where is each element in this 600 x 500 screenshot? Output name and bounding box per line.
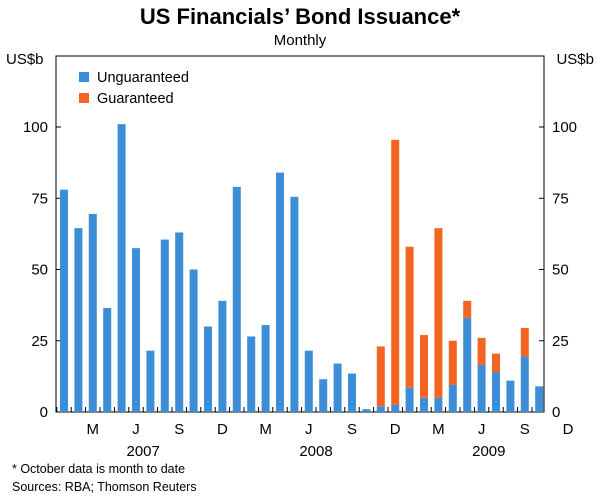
- bar-unguaranteed-2009-06: [477, 364, 486, 412]
- x-tick-label: D: [390, 421, 401, 438]
- legend-swatch-guaranteed: [79, 93, 89, 103]
- bar-guaranteed-2008-11: [376, 346, 385, 407]
- bar-guaranteed-2009-04: [448, 340, 457, 385]
- y-axis-unit-right: US$b: [556, 51, 594, 68]
- y-tick-label-right: 100: [552, 119, 577, 136]
- bar-unguaranteed-2007-08: [160, 239, 169, 412]
- chart-subtitle: Monthly: [273, 32, 327, 49]
- y-tick-label-right: 50: [552, 262, 569, 279]
- bar-unguaranteed-2009-05: [463, 317, 472, 412]
- y-tick-label-left: 75: [31, 190, 48, 207]
- y-tick-label-left: 100: [23, 119, 48, 136]
- bar-guaranteed-2009-05: [463, 300, 472, 318]
- x-tick-label: J: [305, 421, 313, 438]
- x-year-label: 2007: [127, 443, 160, 460]
- x-tick-label: J: [132, 421, 140, 438]
- plot-frame: [55, 55, 545, 413]
- y-tick-label-right: 25: [552, 333, 569, 350]
- x-tick-label: D: [217, 421, 228, 438]
- bar-unguaranteed-2008-08: [333, 363, 342, 412]
- bar-unguaranteed-2009-02: [420, 397, 428, 412]
- bar-unguaranteed-2009-10: [535, 386, 544, 412]
- bar-unguaranteed-2009-03: [434, 397, 443, 412]
- bar-guaranteed-2008-12: [391, 139, 400, 405]
- x-tick-label: M: [87, 421, 100, 438]
- legend-swatch-unguaranteed: [79, 72, 89, 82]
- bar-unguaranteed-2009-08: [506, 380, 515, 412]
- x-tick-label: M: [259, 421, 272, 438]
- bar-guaranteed-2009-02: [420, 335, 428, 398]
- bar-guaranteed-2009-06: [477, 337, 486, 365]
- bar-unguaranteed-2008-01: [232, 186, 241, 412]
- bar-unguaranteed-2007-12: [218, 300, 227, 412]
- bar-guaranteed-2009-07: [492, 353, 500, 373]
- x-tick-label: S: [520, 421, 530, 438]
- bar-unguaranteed-2007-04: [103, 307, 112, 412]
- bar-unguaranteed-2007-02: [74, 228, 83, 412]
- x-tick-label: D: [563, 421, 574, 438]
- x-tick-label: S: [174, 421, 184, 438]
- bar-unguaranteed-2009-09: [520, 356, 529, 412]
- bar-unguaranteed-2009-01: [405, 387, 414, 412]
- footnote: * October data is month to date: [12, 462, 186, 476]
- bar-unguaranteed-2008-06: [304, 350, 313, 412]
- bar-unguaranteed-2008-03: [261, 325, 270, 412]
- bar-unguaranteed-2008-02: [247, 336, 256, 412]
- y-tick-label-left: 50: [31, 262, 48, 279]
- x-tick-label: J: [478, 421, 486, 438]
- bar-unguaranteed-2007-03: [88, 213, 97, 412]
- bar-unguaranteed-2007-06: [132, 248, 140, 412]
- y-tick-label-left: 0: [40, 404, 48, 421]
- legend-label-unguaranteed: Unguaranteed: [97, 70, 189, 86]
- bar-unguaranteed-2007-09: [175, 232, 184, 412]
- bar-unguaranteed-2008-07: [319, 379, 328, 412]
- bar-guaranteed-2009-01: [405, 246, 414, 388]
- bar-unguaranteed-2008-04: [276, 172, 284, 412]
- bar-unguaranteed-2007-07: [146, 350, 155, 412]
- bar-guaranteed-2009-09: [520, 327, 529, 357]
- bar-unguaranteed-2007-01: [60, 189, 68, 412]
- bar-unguaranteed-2007-11: [204, 326, 212, 412]
- x-year-label: 2008: [299, 443, 332, 460]
- legend-label-guaranteed: Guaranteed: [97, 91, 174, 107]
- chart-title: US Financials’ Bond Issuance*: [139, 4, 461, 29]
- bar-unguaranteed-2008-10: [362, 409, 371, 412]
- bar-unguaranteed-2008-11: [376, 406, 385, 412]
- y-axis-unit-left: US$b: [6, 51, 44, 68]
- x-year-label: 2009: [472, 443, 505, 460]
- bar-unguaranteed-2009-07: [492, 372, 500, 412]
- y-tick-label-left: 25: [31, 333, 48, 350]
- x-tick-label: M: [432, 421, 445, 438]
- legend: Unguaranteed Guaranteed: [79, 70, 189, 107]
- y-tick-label-right: 0: [552, 404, 560, 421]
- bar-unguaranteed-2008-05: [290, 196, 299, 412]
- bar-unguaranteed-2008-09: [348, 373, 356, 412]
- sources-note: Sources: RBA; Thomson Reuters: [12, 480, 197, 494]
- bar-unguaranteed-2008-12: [391, 404, 400, 412]
- x-tick-label: S: [347, 421, 357, 438]
- bar-guaranteed-2009-03: [434, 228, 443, 398]
- bar-unguaranteed-2007-10: [189, 269, 198, 412]
- bar-unguaranteed-2009-04: [448, 384, 457, 412]
- bar-unguaranteed-2007-05: [117, 124, 126, 413]
- y-tick-label-right: 75: [552, 190, 569, 207]
